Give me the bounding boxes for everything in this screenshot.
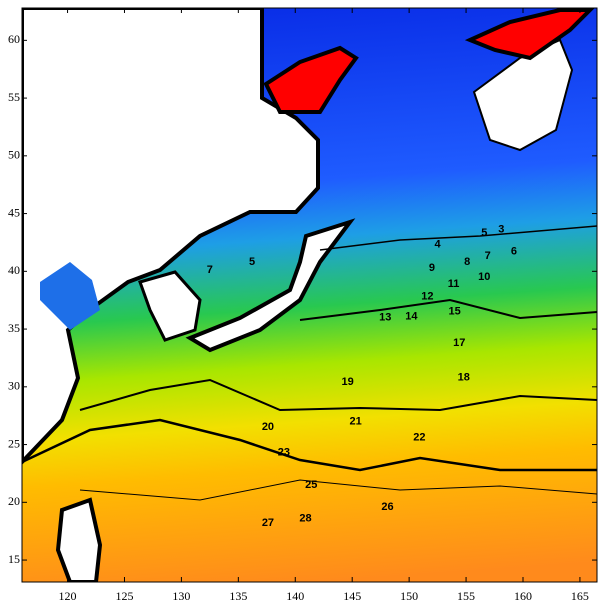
contour-label: 4 <box>435 239 442 251</box>
ice-patch <box>464 8 595 61</box>
contour-label: 15 <box>449 306 461 318</box>
x-tick-label: 145 <box>343 589 361 603</box>
contour-label: 22 <box>413 432 425 444</box>
land-korea <box>138 270 202 342</box>
contour-label: 12 <box>421 291 433 303</box>
y-tick-label: 15 <box>8 552 20 566</box>
y-tick-label: 35 <box>8 321 20 335</box>
contour-line <box>79 479 597 501</box>
contour-label: 20 <box>262 421 274 433</box>
contour-label: 27 <box>262 517 274 529</box>
y-tick-label: 20 <box>8 494 20 508</box>
contour-label: 5 <box>249 256 255 268</box>
contour-label: 19 <box>342 376 354 388</box>
contour-label: 11 <box>448 278 460 290</box>
x-tick-label: 120 <box>59 589 77 603</box>
plot-frame <box>21 7 598 583</box>
contour-line <box>299 298 597 321</box>
contour-line <box>319 225 597 251</box>
x-tick-label: 165 <box>571 589 589 603</box>
y-tick-label: 50 <box>8 148 20 162</box>
sea-patch <box>40 262 100 330</box>
contour-label: 9 <box>429 262 435 274</box>
y-tick-label: 40 <box>8 263 20 277</box>
field <box>22 8 597 582</box>
contour-label: 3 <box>498 224 504 236</box>
contour-label: 25 <box>305 479 317 491</box>
contour-label: 14 <box>405 310 418 322</box>
y-tick-label: 60 <box>8 32 20 46</box>
contour-label: 28 <box>299 512 311 524</box>
y-tick-label: 55 <box>8 90 20 104</box>
contour-label: 21 <box>349 415 361 427</box>
x-tick-label: 140 <box>286 589 304 603</box>
x-tick-label: 130 <box>172 589 190 603</box>
contour-label: 26 <box>381 501 393 513</box>
contour-label: 7 <box>485 250 491 262</box>
x-tick-label: 150 <box>400 589 418 603</box>
x-tick-label: 155 <box>457 589 475 603</box>
contour-label: 6 <box>511 246 517 258</box>
contour-label: 17 <box>453 337 465 349</box>
contour-label: 7 <box>207 264 213 276</box>
contour-label: 5 <box>481 227 487 239</box>
x-tick-label: 160 <box>514 589 532 603</box>
y-tick-label: 30 <box>8 379 20 393</box>
y-tick-label: 25 <box>8 436 20 450</box>
ice-patch <box>263 45 359 114</box>
y-tick-label: 45 <box>8 205 20 219</box>
contour-label: 13 <box>379 311 391 323</box>
contour-line <box>22 418 597 472</box>
contour-line <box>79 378 597 412</box>
x-tick-label: 135 <box>229 589 247 603</box>
land-south <box>55 497 103 582</box>
contour-label: 8 <box>464 256 470 268</box>
x-tick-label: 125 <box>115 589 133 603</box>
contour-label: 18 <box>458 371 470 383</box>
contour-label: 10 <box>478 271 490 283</box>
contour-label: 23 <box>278 447 290 459</box>
